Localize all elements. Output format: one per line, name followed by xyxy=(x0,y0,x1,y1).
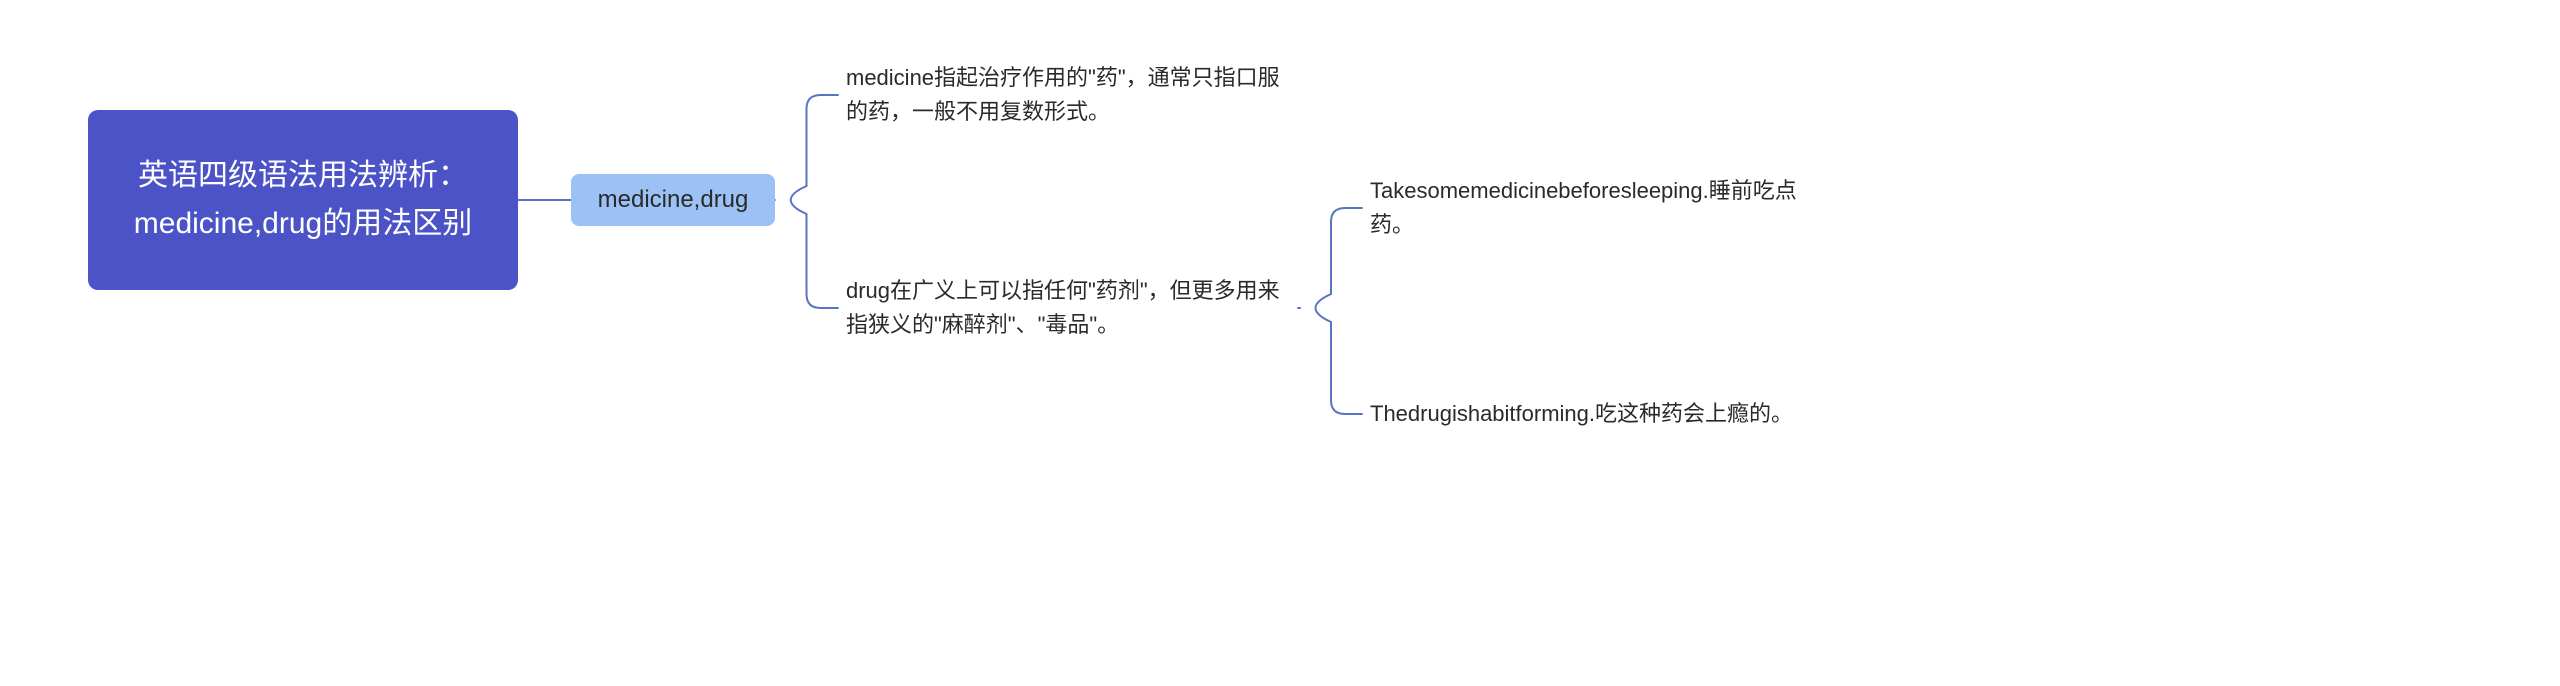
leaf-node-drug-def: drug在广义上可以指任何"药剂"，但更多用来指狭义的"麻醉剂"、"毒品"。 xyxy=(846,272,1298,344)
root-node: 英语四级语法用法辨析：medicine,drug的用法区别 xyxy=(88,110,518,290)
leaf-node-example-2: Thedrugishabitforming.吃这种药会上瘾的。 xyxy=(1370,378,1860,450)
leaf-node-medicine-def: medicine指起治疗作用的"药"，通常只指口服的药，一般不用复数形式。 xyxy=(846,59,1298,131)
leaf-node-example-1: Takesomemedicinebeforesleeping.睡前吃点药。 xyxy=(1370,172,1840,244)
level1-node-medicine-drug: medicine,drug xyxy=(571,174,775,226)
